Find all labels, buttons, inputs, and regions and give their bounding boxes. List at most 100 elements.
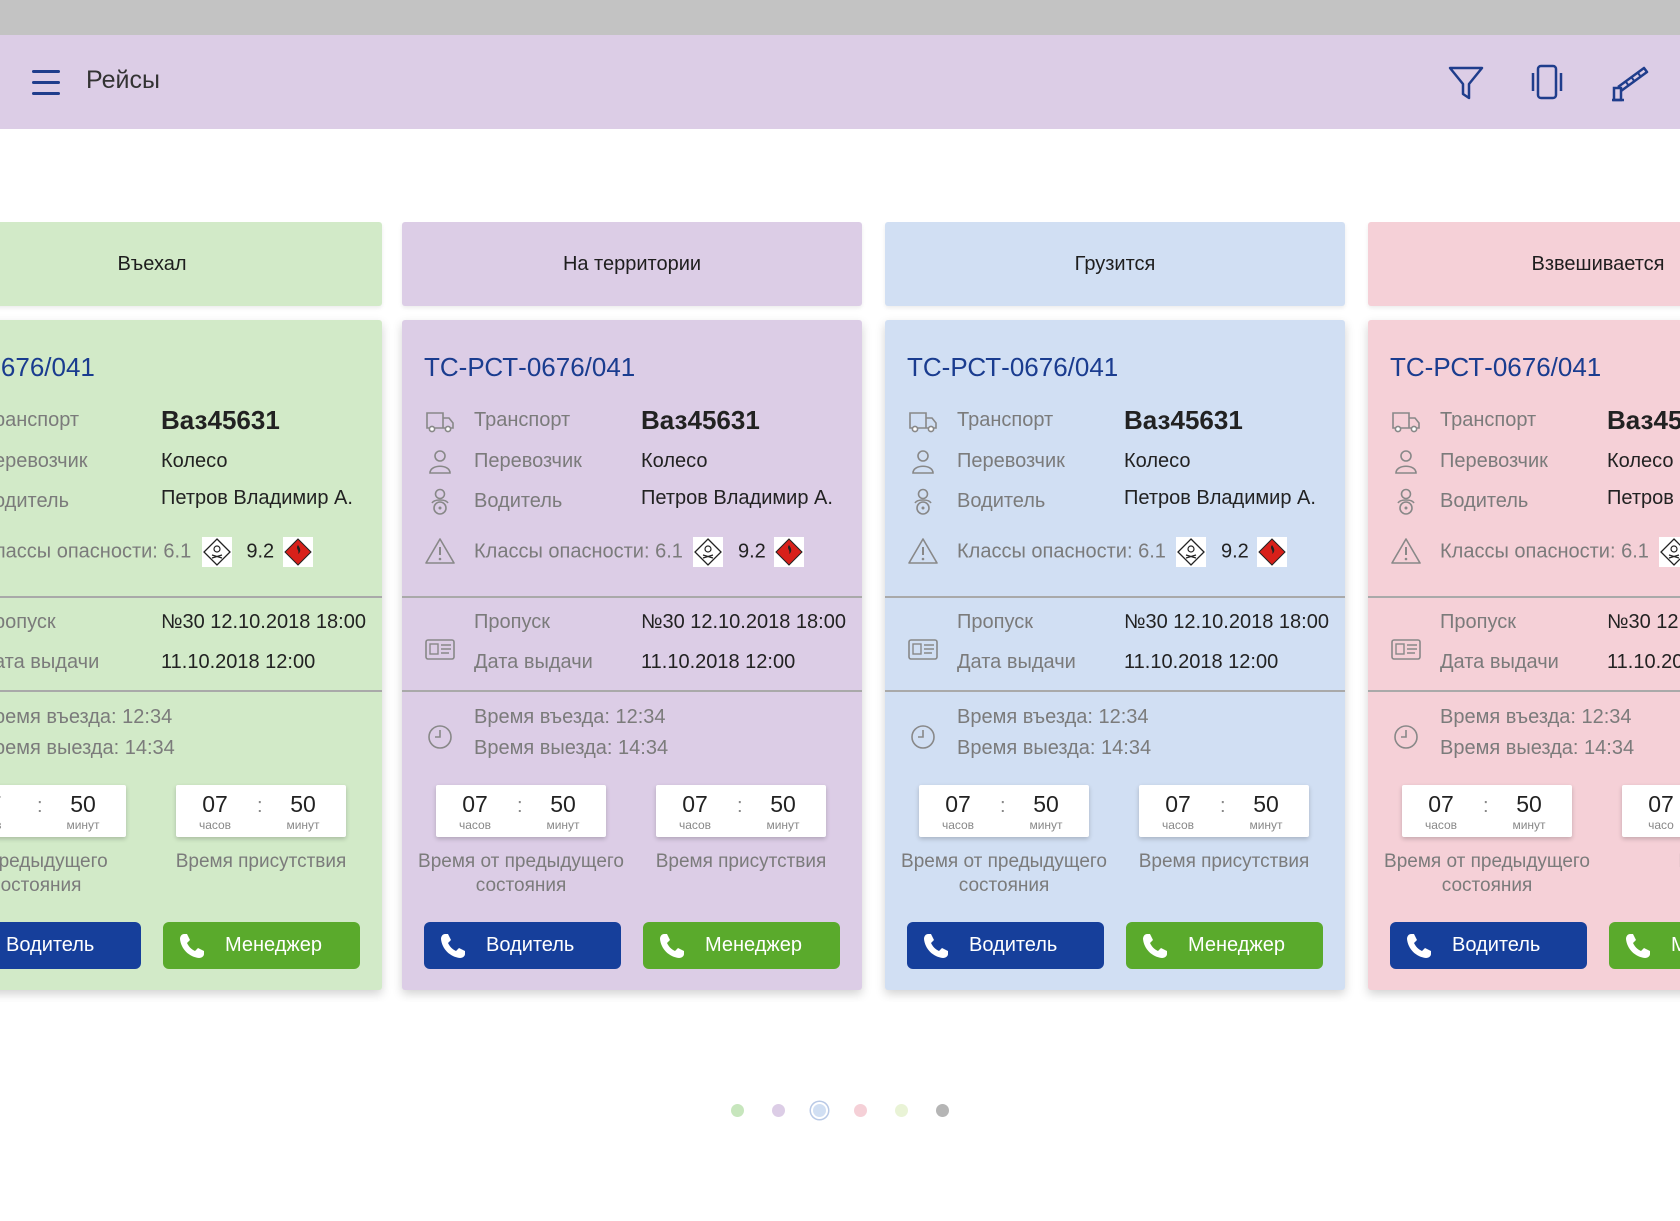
- driver-value: Петров: [1607, 487, 1674, 509]
- status-carousel[interactable]: Въехал СТ-0676/041 ранспорт Ваз45631 ере…: [0, 222, 1680, 1002]
- minutes-unit: минут: [286, 818, 320, 832]
- menu-icon[interactable]: [28, 64, 68, 100]
- caption-line: Время от предыдущего: [1384, 851, 1590, 872]
- trip-number[interactable]: ТС-РСТ-0676/041: [907, 352, 1119, 382]
- timer-colon: :: [37, 795, 43, 817]
- status-label: Грузится: [1074, 252, 1156, 275]
- call-driver-button[interactable]: Водитель: [424, 922, 621, 969]
- call-manager-button[interactable]: Ме: [1609, 922, 1680, 969]
- status-header[interactable]: На территории: [402, 222, 862, 306]
- driver-label: Водитель: [474, 490, 563, 512]
- pagination-dot[interactable]: [895, 1104, 908, 1117]
- status-header[interactable]: Взвешивается: [1368, 222, 1680, 306]
- clock-icon: [911, 725, 935, 749]
- minutes-unit: минут: [546, 818, 580, 832]
- phone-icon: [924, 933, 948, 958]
- pass-icon: [425, 639, 455, 660]
- driver-label: одитель: [0, 490, 70, 512]
- presence-caption: Время присутствия: [175, 851, 347, 872]
- pagination-dot[interactable]: [811, 1102, 828, 1119]
- trip-number[interactable]: ТС-РСТ-0676/041: [1390, 352, 1602, 382]
- pagination-dot[interactable]: [772, 1104, 785, 1117]
- hazard-classes: Классы опасности: 6.1 9.2: [474, 537, 807, 567]
- trip-card[interactable]: ТС-РСТ-0676/041 Транспорт Ваз45 Перевозч…: [1368, 320, 1680, 990]
- trip-card[interactable]: ТС-РСТ-0676/041 Транспорт Ваз45631 Перев…: [885, 320, 1345, 990]
- carrier-value: Колесо: [1607, 450, 1674, 472]
- time-since-previous-timer: 07 часов : 50 минут: [919, 785, 1089, 837]
- transport-label: Транспорт: [1440, 409, 1537, 431]
- carrier-icon: [429, 450, 451, 474]
- pass-icon: [1391, 639, 1421, 660]
- call-manager-button[interactable]: Менеджер: [163, 922, 360, 969]
- clock-icon: [1394, 725, 1418, 749]
- hazard-label: Классы опасности: 6.1: [1440, 540, 1649, 563]
- minutes-value: 50: [1253, 791, 1279, 817]
- call-manager-button[interactable]: Менеджер: [643, 922, 840, 969]
- pagination-dot[interactable]: [731, 1104, 744, 1117]
- vibrate-icon[interactable]: [1525, 60, 1569, 104]
- minutes-value: 50: [1033, 791, 1059, 817]
- hours-value: 07: [1648, 791, 1674, 817]
- hazard-second-value: 9.2: [1221, 540, 1249, 563]
- pagination-dot[interactable]: [936, 1104, 949, 1117]
- app-bar: Рейсы: [0, 35, 1680, 129]
- hours-value: 07: [682, 791, 708, 817]
- carrier-label: еревозчик: [0, 450, 88, 472]
- status-bar: [0, 0, 1680, 35]
- call-driver-button[interactable]: Водитель: [0, 922, 141, 969]
- entry-time: ремя въезда: 12:34: [0, 706, 173, 728]
- entry-time: Время въезда: 12:34: [474, 706, 666, 728]
- minutes-value: 50: [290, 791, 316, 817]
- presence-caption: Время присутствия: [1138, 851, 1310, 872]
- hazard-flammable-icon: [774, 537, 805, 567]
- hours-unit: ов: [0, 818, 20, 832]
- status-label: Въехал: [117, 252, 187, 275]
- hours-unit: часов: [458, 818, 492, 832]
- minutes-unit: минут: [766, 818, 800, 832]
- pagination-dot[interactable]: [854, 1104, 867, 1117]
- call-manager-button[interactable]: Менеджер: [1126, 922, 1323, 969]
- exit-time: ремя выезда: 14:34: [0, 737, 175, 759]
- exit-time: Время выезда: 14:34: [957, 737, 1152, 759]
- trip-number[interactable]: ТС-РСТ-0676/041: [424, 352, 636, 382]
- status-header[interactable]: Грузится: [885, 222, 1345, 306]
- pass-label: Пропуск: [474, 611, 550, 633]
- carrier-value: Колесо: [1124, 450, 1191, 472]
- carrier-value: Колесо: [161, 450, 228, 472]
- caption-line: состояния: [1441, 875, 1533, 896]
- timer-colon: :: [1000, 795, 1006, 817]
- timer-colon: :: [737, 795, 743, 817]
- hazard-toxic-icon: [693, 537, 724, 567]
- driver-label: Водитель: [1440, 490, 1529, 512]
- minutes-value: 50: [1516, 791, 1542, 817]
- filter-icon[interactable]: [1444, 60, 1488, 104]
- minutes-unit: минут: [1029, 818, 1063, 832]
- call-driver-button[interactable]: Водитель: [907, 922, 1104, 969]
- pass-value: №30 12.10.2018 18:00: [161, 611, 366, 633]
- hours-unit: часов: [1424, 818, 1458, 832]
- call-driver-label: Водитель: [969, 934, 1058, 956]
- transport-value: Ваз45631: [161, 405, 280, 435]
- caption-line: состояния: [475, 875, 567, 896]
- call-driver-label: Водитель: [6, 934, 95, 956]
- hours-value: 7: [0, 791, 20, 818]
- pass-label: Пропуск: [957, 611, 1033, 633]
- timer-colon: :: [257, 795, 263, 817]
- hazard-label: Классы опасности: 6.1: [957, 540, 1166, 563]
- divider: [402, 690, 862, 692]
- caption-line: состояния: [958, 875, 1050, 896]
- trip-number[interactable]: СТ-0676/041: [0, 352, 95, 382]
- call-driver-button[interactable]: Водитель: [1390, 922, 1587, 969]
- exit-time: Время выезда: 14:34: [1440, 737, 1635, 759]
- hours-value: 07: [462, 791, 488, 817]
- minutes-unit: минут: [66, 818, 100, 832]
- hours-value: 07: [1428, 791, 1454, 817]
- phone-icon: [660, 933, 684, 958]
- call-manager-label: Менеджер: [705, 934, 803, 956]
- trip-card[interactable]: СТ-0676/041 ранспорт Ваз45631 еревозчик …: [0, 320, 382, 990]
- status-header[interactable]: Въехал: [0, 222, 382, 306]
- call-driver-label: Водитель: [486, 934, 575, 956]
- trip-card[interactable]: ТС-РСТ-0676/041 Транспорт Ваз45631 Перев…: [402, 320, 862, 990]
- barrier-icon[interactable]: [1606, 60, 1650, 104]
- issue-date-label: Дата выдачи: [957, 651, 1076, 673]
